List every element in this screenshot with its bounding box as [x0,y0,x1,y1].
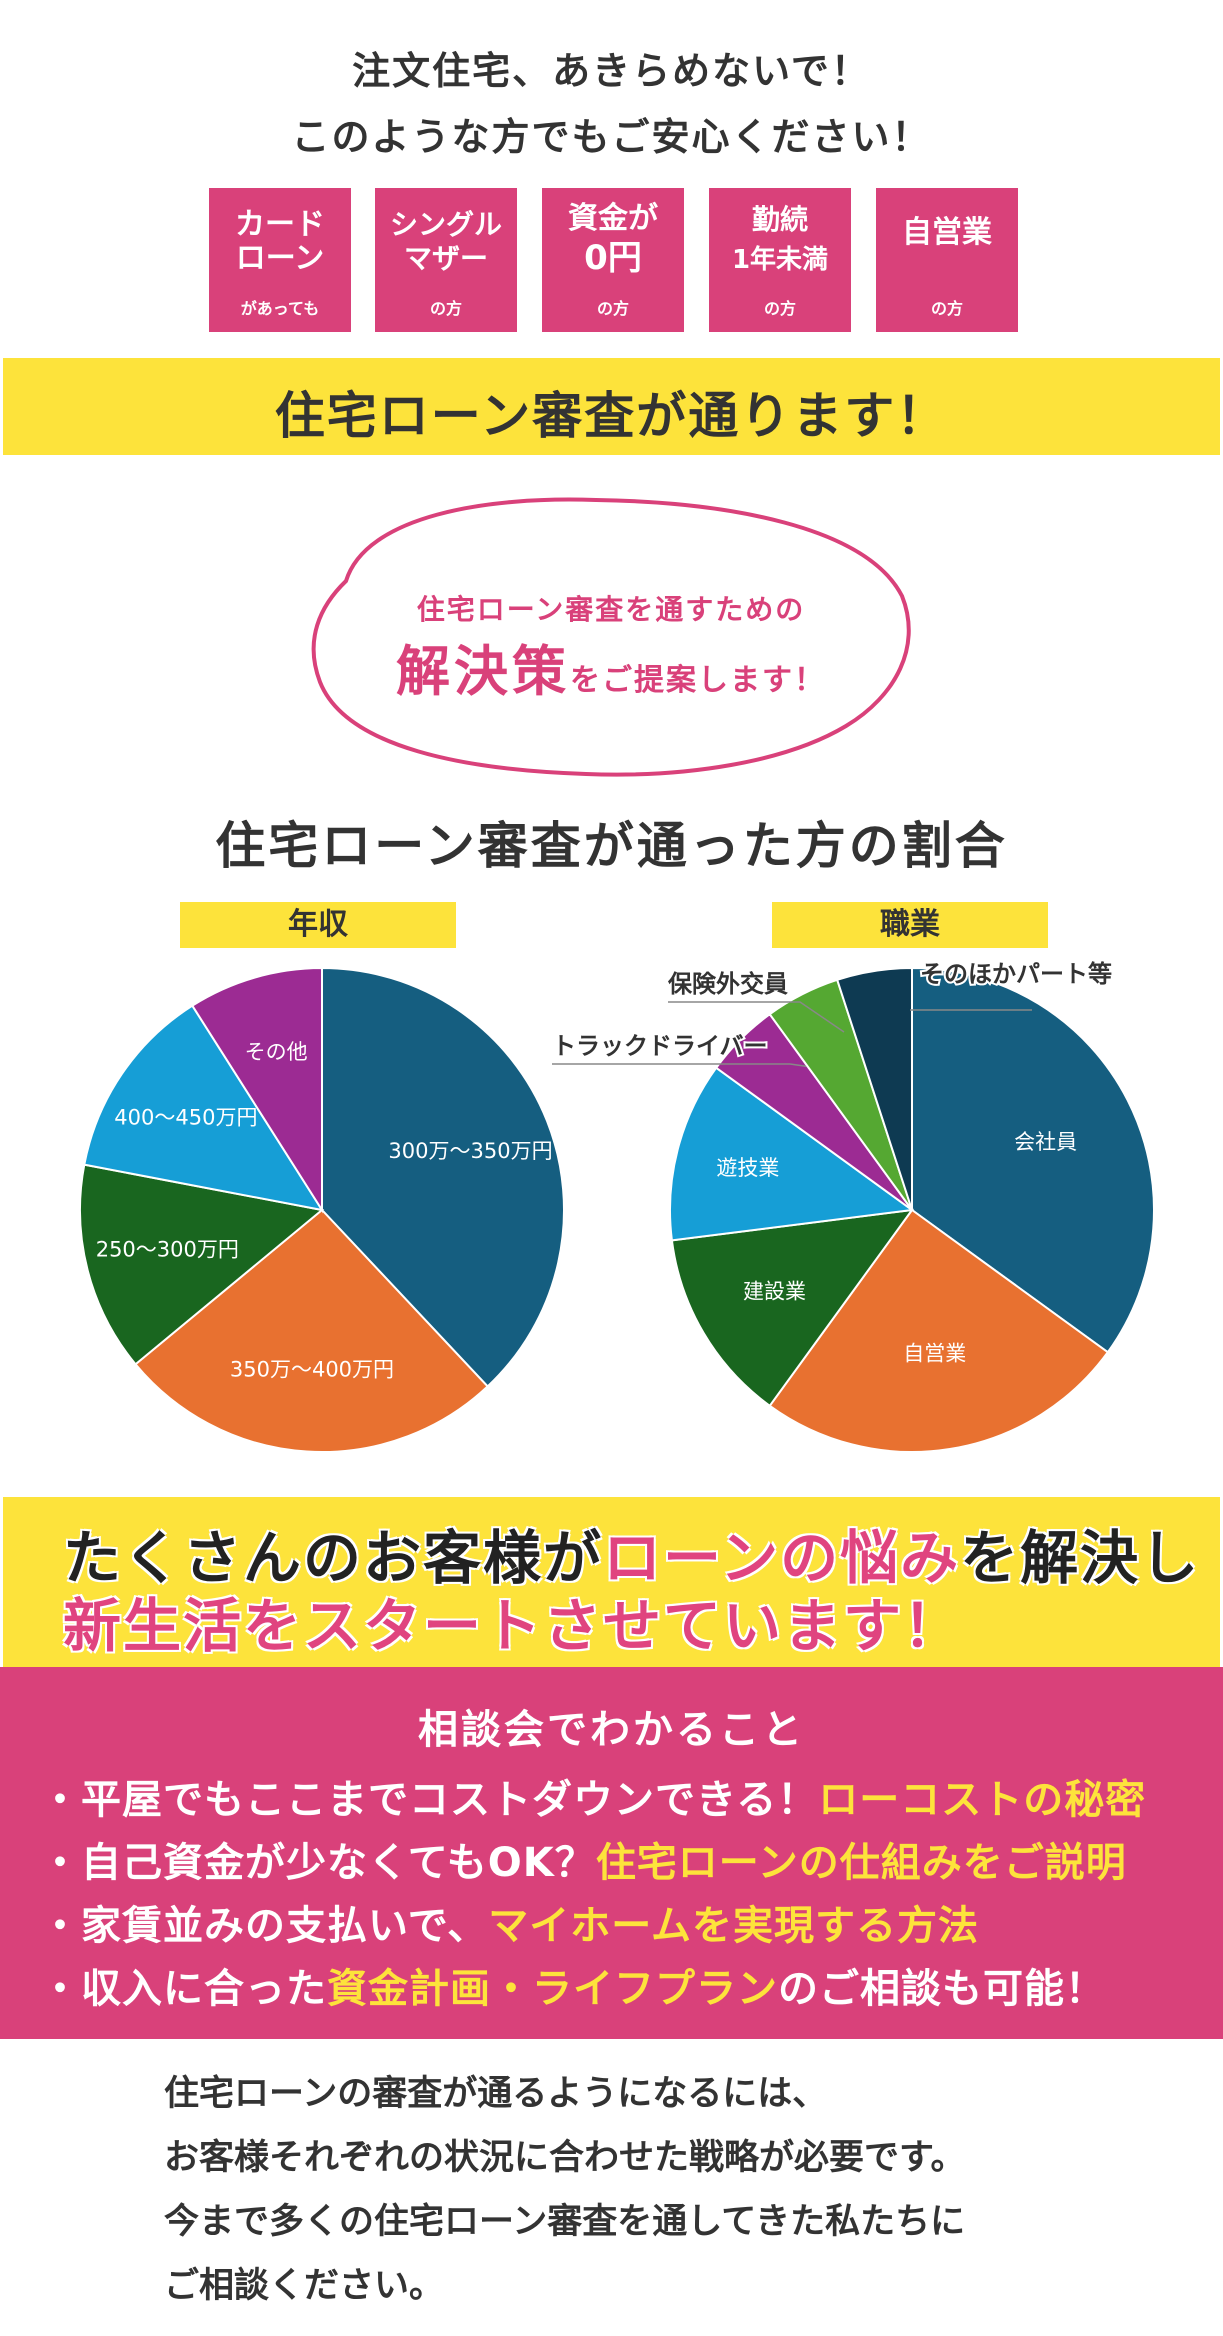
success-text: を解決し [960,1524,1201,1592]
pie-slice-label: トラックドライバー [552,1032,768,1060]
pie-slice [835,966,913,1211]
badge-text: 資金が [568,201,658,236]
consult-item-highlight: 資金計画・ライフプラン [327,1966,778,2012]
hero-line-1: 注文住宅、あきらめないで！ [352,49,871,93]
speech-blob [311,497,911,777]
pie-slice-label: その他 [245,1040,308,1064]
pie-charts: 300万～350万円 350万～400万円 250～300万円 400～450万円 その… [79,958,1155,1453]
consult-item: ・家賃並みの支払いで、マイホームを実現する方法 [40,1893,979,1951]
closing-line: ご相談ください。 [164,2266,445,2306]
blob-line-1: 住宅ローン審査を通すための [416,593,806,626]
pie-slice [83,1004,325,1212]
success-banner: たくさんのお客様がローンの悩みを解決し 新生活をスタートさせています！ [3,1497,1220,1667]
badge-sub: の方 [930,299,963,318]
consult-item-text: ・収入に合った [40,1966,327,2012]
badge-sub: の方 [763,299,796,318]
badge-short-tenure: 勤続 1年未満 の方 [709,188,851,332]
pie-slice-label: 400～450万円 [114,1106,257,1130]
badge-card-loan: カード ローン があっても [209,188,351,332]
consult-item: ・収入に合った資金計画・ライフプランのご相談も可能！ [40,1956,1106,2014]
pie-slice-label: そのほかパート等 [920,960,1112,988]
badge-text: 1年未満 [731,245,829,275]
success-line-2: 新生活をスタートさせています！ [63,1592,964,1660]
badge-text: 勤続 [751,203,808,236]
pie-slice [669,1066,915,1242]
chart-title-income: 年収 [180,902,456,948]
badge-text: シングル [389,208,502,241]
section-title: 住宅ローン審査が通った方の割合 [215,817,1008,875]
closing-text: 住宅ローンの審査が通るようになるには、 お客様それぞれの状況に合わせた戦略が必要… [164,2062,1124,2318]
badge-row: カード ローン があっても シングル マザー の方 資金が 0円 の方 勤続 1年未満 … [209,188,1019,332]
pie-slice [321,966,565,1388]
badge-text: ローン [235,241,325,276]
pie-slice-label: 保険外交員 [667,970,788,998]
consult-item-text: ・家賃並みの支払いで、 [40,1903,489,1949]
consult-item-highlight: ローコストの秘密 [818,1777,1147,1823]
consult-item: ・自己資金が少なくてもOK？住宅ローンの仕組みをご説明 [40,1830,1127,1888]
closing-line: 住宅ローンの審査が通るようになるには、 [164,2074,828,2114]
consult-item-text: のご相談も可能！ [778,1966,1106,2012]
consult-section: 相談会でわかること ・平屋でもここまでコストダウンできる！ローコストの秘密 ・自… [0,1667,1223,2039]
badge-sub: の方 [429,299,462,318]
pie-slice-label: 建設業 [743,1279,806,1303]
badge-text: マザー [403,242,488,275]
badge-text: 自営業 [902,215,992,250]
badge-sub: があっても [240,299,320,318]
pie-slice-label: 会社員 [1014,1130,1077,1154]
badge-text: 0円 [584,238,642,278]
hero-line-2: このような方でもご安心ください！ [291,115,932,159]
pie-slice-label: 250～300万円 [96,1238,239,1262]
blob-tail: をご提案します！ [570,663,826,698]
pie-slice [670,1208,915,1408]
blob-line-2: 解決策をご提案します！ [306,627,916,706]
leader-line [668,1001,845,1033]
badge-sub: の方 [596,299,629,318]
pie-slice [190,966,323,1214]
badge-text: カード [235,207,325,242]
consult-item-text: ・平屋でもここまでコストダウンできる！ [40,1777,819,1823]
pie-slice-label: 自営業 [903,1341,966,1365]
pie-slice [79,1163,325,1366]
consult-heading: 相談会でわかること [418,1707,805,1753]
closing-line: お客様それぞれの状況に合わせた戦略が必要です。 [164,2138,966,2178]
consult-item: ・平屋でもここまでコストダウンできる！ローコストの秘密 [40,1767,1146,1825]
loan-banner: 住宅ローン審査が通ります！ [3,358,1220,455]
blob-emphasis: 解決策 [396,640,570,703]
badge-self-employed: 自営業 の方 [876,188,1018,332]
consult-item-highlight: 住宅ローンの仕組みをご説明 [595,1840,1127,1886]
pie-slice [911,966,1155,1354]
consult-item-text: ・自己資金が少なくてもOK？ [40,1840,596,1886]
consult-item-highlight: マイホームを実現する方法 [488,1903,980,1949]
success-line-1: たくさんのお客様がローンの悩みを解決し [63,1511,1200,1595]
pie-slice-label: 遊技業 [716,1156,779,1180]
pie-slice [134,1208,490,1453]
badge-zero-funds: 資金が 0円 の方 [542,188,684,332]
pie-slice-label: 300万～350万円 [388,1139,552,1163]
pie-slice [768,1208,1110,1453]
success-text: たくさんのお客様が [63,1524,604,1592]
badge-single-mother: シングル マザー の方 [375,188,517,332]
chart-title-occupation: 職業 [772,902,1048,948]
loan-banner-text: 住宅ローン審査が通ります！ [274,387,949,445]
success-highlight: ローンの悩み [603,1524,961,1592]
closing-line: 今まで多くの住宅ローン審査を通してきた私たちに [164,2202,966,2242]
hero-title: 注文住宅、あきらめないで！ このような方でもご安心ください！ [0,38,1223,170]
pie-slice-label: 350万～400万円 [230,1357,394,1381]
